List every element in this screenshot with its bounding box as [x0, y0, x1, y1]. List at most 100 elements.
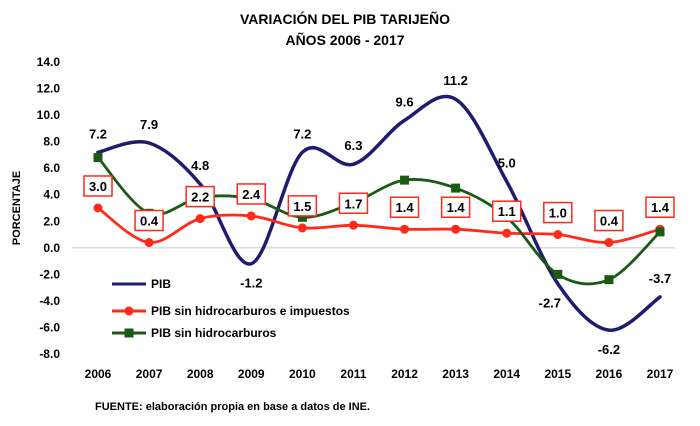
data-label-text: 1.4 [447, 200, 466, 215]
legend-item-pib: PIB [112, 277, 171, 291]
x-tick-label: 2010 [289, 367, 316, 381]
data-label-pib: 7.2 [89, 126, 107, 141]
legend-item-pib-sin-hidrocarburos-e-impuestos: PIB sin hidrocarburos e impuestos [112, 304, 350, 318]
x-tick-label: 2006 [85, 367, 112, 381]
data-label-text: 1.5 [293, 199, 311, 214]
x-tick-label: 2015 [544, 367, 571, 381]
point-pib-sin-hidrocarburos-e-impuestos [144, 238, 154, 248]
data-label-box-pib-sin-hidrocarburos-e-impuestos: 1.5 [287, 195, 318, 217]
x-tick-label: 2016 [596, 367, 623, 381]
x-tick-label: 2011 [340, 367, 366, 381]
data-label-frame [134, 209, 164, 232]
point-pib-sin-hidrocarburos-e-impuestos [297, 223, 307, 233]
x-tick-label: 2009 [238, 367, 265, 381]
data-label-pib: 7.9 [140, 117, 158, 132]
legend-swatch-marker [124, 306, 134, 316]
data-label-frame [645, 196, 675, 218]
data-label-pib: 9.6 [396, 94, 414, 109]
point-pib-sin-hidrocarburos-e-impuestos [400, 224, 410, 234]
data-label-frame [491, 200, 522, 222]
data-label-pib: 4.8 [191, 158, 209, 173]
axes: 14.0 12.0 10.0 8.0 6.0 4.0 2.0 0.0 -2.0 -4.0 -6.0 -… [37, 55, 675, 381]
data-label-frame [389, 196, 420, 218]
point-pib-sin-hidrocarburos-e-impuestos [195, 214, 205, 224]
source-note: FUENTE: elaboración propia en base a dat… [95, 401, 370, 413]
point-pib-sin-hidrocarburos [297, 212, 307, 222]
data-label-text: 1.0 [549, 206, 567, 221]
data-label-pib: -6.2 [598, 342, 620, 357]
y-tick-label: 2.0 [43, 214, 60, 228]
data-label-box-pib-sin-hidrocarburos-e-impuestos: 2.2 [185, 185, 215, 208]
y-tick-label: 8.0 [43, 135, 60, 149]
y-tick-label: 4.0 [43, 188, 60, 202]
data-label-pib: 7.2 [293, 126, 311, 141]
data-label-text: 3.0 [89, 179, 107, 194]
data-label-box-pib-sin-hidrocarburos-e-impuestos: 1.7 [338, 192, 369, 215]
legend-label: PIB sin hidrocarburos [151, 326, 277, 340]
data-label-frame [440, 196, 471, 218]
y-tick-label: 10.0 [37, 108, 61, 122]
data-label-frame [236, 183, 267, 205]
data-label-pib: -3.7 [649, 271, 671, 286]
series-line-pib-sin-hidrocarburos-e-impuestos [96, 206, 662, 244]
point-pib-sin-hidrocarburos-e-impuestos [502, 228, 512, 238]
data-label-box-pib-sin-hidrocarburos-e-impuestos: 1.1 [491, 200, 522, 222]
data-label-pib: 6.3 [344, 138, 362, 153]
data-label-pib: -2.7 [539, 296, 561, 311]
x-tick-label: 2012 [391, 367, 418, 381]
data-label-box-pib-sin-hidrocarburos-e-impuestos: 3.0 [83, 175, 113, 197]
chart-title: VARIACIÓN DEL PIB TARIJEÑO [240, 10, 450, 27]
data-label-text: 0.4 [140, 214, 159, 229]
legend-label: PIB [151, 277, 171, 291]
y-tick-label: -8.0 [39, 347, 60, 361]
point-pib-sin-hidrocarburos-e-impuestos [553, 230, 563, 240]
chart-subtitle: AÑOS 2006 - 2017 [285, 31, 404, 48]
data-label-text: 1.4 [651, 200, 670, 215]
data-label-pib: 5.0 [498, 155, 516, 170]
point-pib-sin-hidrocarburos [655, 227, 665, 237]
data-label-text: 0.4 [600, 214, 619, 229]
point-pib-sin-hidrocarburos-e-impuestos [451, 224, 461, 234]
data-label-frame [287, 195, 318, 217]
series-line-pib [96, 94, 662, 332]
data-labels: 7.2 7.9 4.8 -1.2 7.2 6.3 9.6 11.2 5.0 -2.7 -6.2 -3.… [83, 73, 675, 357]
x-tick-label: 2007 [136, 367, 163, 381]
series-lines [96, 94, 662, 332]
data-label-pib: -1.2 [240, 276, 262, 291]
series-markers [93, 153, 665, 285]
data-label-text: 2.2 [191, 190, 209, 205]
y-tick-label: 14.0 [37, 55, 61, 69]
data-label-box-pib-sin-hidrocarburos-e-impuestos: 1.4 [645, 196, 675, 218]
legend: PIB PIB sin hidrocarburos e impuestos PIB … [112, 277, 350, 340]
point-pib-sin-hidrocarburos-e-impuestos [93, 203, 103, 213]
x-tick-label: 2008 [187, 367, 214, 381]
data-label-text: 1.7 [344, 196, 362, 211]
y-tick-label: -2.0 [39, 267, 60, 281]
point-pib-sin-hidrocarburos [553, 269, 563, 279]
data-label-box-pib-sin-hidrocarburos-e-impuestos: 1.4 [440, 196, 471, 218]
data-label-frame [185, 185, 215, 208]
data-label-frame [543, 201, 573, 224]
point-pib-sin-hidrocarburos-e-impuestos [246, 211, 256, 221]
data-label-frame [594, 209, 624, 232]
data-label-frame [338, 192, 369, 215]
point-pib-sin-hidrocarburos [400, 175, 410, 185]
point-pib-sin-hidrocarburos [451, 183, 461, 193]
legend-swatch-marker [124, 328, 134, 338]
y-tick-label: -4.0 [39, 294, 60, 308]
legend-label: PIB sin hidrocarburos e impuestos [151, 304, 350, 318]
data-label-box-pib-sin-hidrocarburos-e-impuestos: 1.0 [543, 201, 573, 224]
x-tick-label: 2014 [493, 367, 520, 381]
y-tick-label: 6.0 [43, 161, 60, 175]
data-label-frame [83, 175, 113, 197]
data-label-box-pib-sin-hidrocarburos-e-impuestos: 0.4 [594, 209, 624, 232]
data-label-box-pib-sin-hidrocarburos-e-impuestos: 2.4 [236, 183, 267, 205]
x-tick-label: 2013 [442, 367, 469, 381]
point-pib-sin-hidrocarburos [93, 153, 103, 163]
y-tick-label: 0.0 [43, 241, 60, 255]
point-pib-sin-hidrocarburos-e-impuestos [604, 238, 614, 248]
x-tick-label: 2017 [647, 367, 674, 381]
data-label-text: 1.4 [396, 200, 415, 215]
data-label-text: 2.4 [242, 187, 261, 202]
